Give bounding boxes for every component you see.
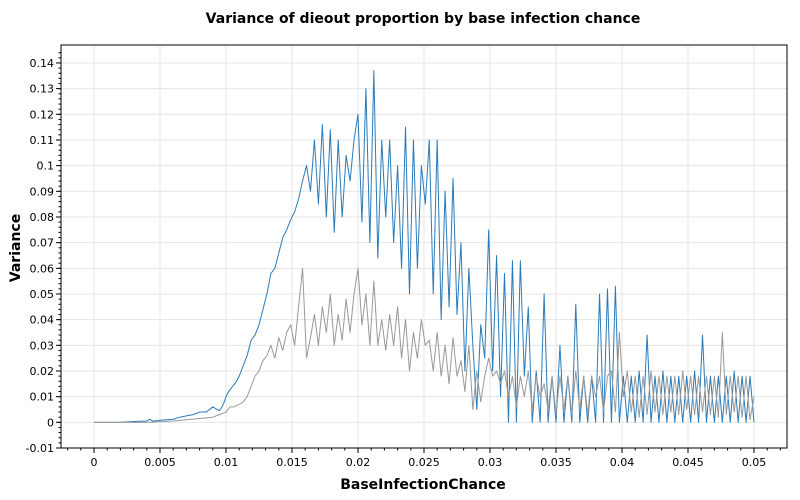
y-tick-label: -0.01 [26,442,54,455]
x-tick-label: 0.015 [276,456,308,469]
series-layer [94,70,755,423]
chart-title: Variance of dieout proportion by base in… [206,11,641,27]
x-tick-label: 0.03 [478,456,503,469]
y-tick-label: 0.11 [30,134,55,147]
x-tick-label: 0.025 [408,456,440,469]
x-tick-label: 0.05 [742,456,767,469]
y-tick-label: 0.14 [30,57,55,70]
series-line-0 [94,70,755,423]
axes: 0 0.005 0.01 0.015 0.02 0.025 0.03 0.035 0.04 0.0… [26,52,781,469]
y-tick-label: 0.09 [30,185,55,198]
x-tick-label: 0.02 [346,456,371,469]
x-tick-label: 0.04 [610,456,635,469]
y-tick-label: 0.02 [30,365,55,378]
x-axis-label: BaseInfectionChance [340,477,506,493]
y-tick-label: 0.07 [30,237,55,250]
y-tick-label: 0.04 [30,314,55,327]
x-tick-label: 0 [91,456,98,469]
y-tick-label: 0.05 [30,288,55,301]
y-tick-label: 0.08 [30,211,55,224]
x-tick-label: 0.005 [144,456,176,469]
series-line-1 [94,267,755,423]
x-tick-label: 0.045 [672,456,704,469]
y-tick-label: 0.12 [30,108,55,121]
y-tick-label: 0.01 [30,391,55,404]
y-axis-label: Variance [8,214,24,282]
y-tick-label: 0.06 [30,262,55,275]
y-tick-label: 0.13 [30,83,55,96]
y-tick-label: 0 [47,416,54,429]
y-tick-label: 0.03 [30,339,55,352]
y-tick-label: 0.1 [37,160,55,173]
x-tick-label: 0.01 [214,456,239,469]
x-tick-label: 0.035 [540,456,572,469]
